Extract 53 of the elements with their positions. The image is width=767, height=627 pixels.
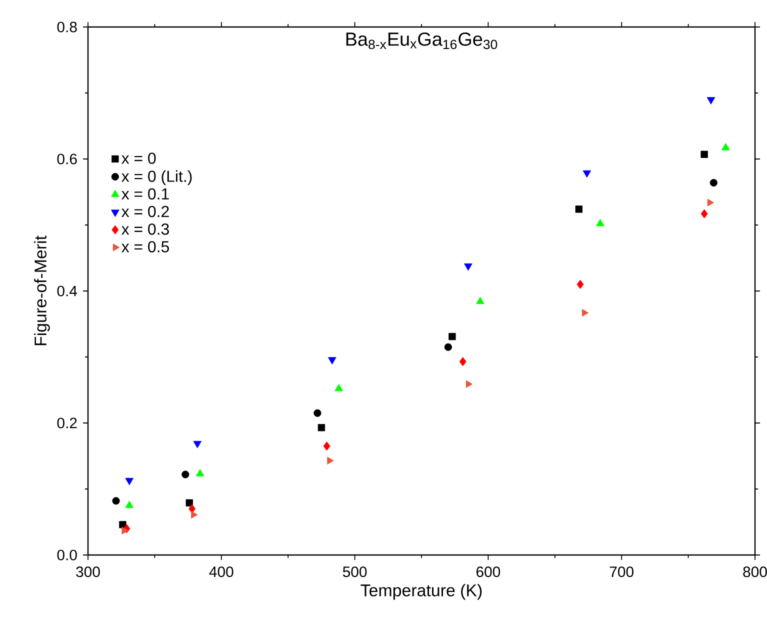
point <box>323 442 330 451</box>
point <box>710 178 718 187</box>
y-tick-label: 0.8 <box>57 22 77 32</box>
point <box>327 456 334 464</box>
x-tick-label: 700 <box>610 566 634 578</box>
x-tick-label: 300 <box>76 566 100 578</box>
x-tick-label: 400 <box>209 566 234 578</box>
legend-label: x = 0 <box>122 152 156 164</box>
y-tick-label: 0.2 <box>57 418 77 428</box>
point <box>196 469 204 476</box>
point <box>193 440 202 448</box>
legend-label: x = 0.2 <box>122 206 169 218</box>
y-tick-label: 0.0 <box>57 550 77 560</box>
point <box>122 526 128 534</box>
legend-label: x = 0 (Lit.) <box>122 170 192 186</box>
x-tick-label: 600 <box>476 566 500 578</box>
y-tick-label: 0.6 <box>57 154 77 164</box>
point <box>444 343 452 351</box>
legend-label: x = 0.3 <box>122 223 169 235</box>
point <box>328 357 336 364</box>
point <box>582 308 589 317</box>
point <box>188 504 196 514</box>
point <box>706 97 716 104</box>
point <box>334 384 343 392</box>
point <box>318 424 326 432</box>
point <box>466 380 473 388</box>
point <box>476 296 484 304</box>
point <box>112 497 120 505</box>
point <box>700 150 708 158</box>
point <box>575 206 582 213</box>
point <box>707 198 714 206</box>
point <box>459 357 466 366</box>
point <box>721 143 730 150</box>
point <box>596 218 604 226</box>
y-axis-title: Figure-of-Merit <box>34 236 50 346</box>
point <box>182 470 190 478</box>
point <box>125 500 134 508</box>
point <box>448 332 456 340</box>
point <box>186 499 193 506</box>
x-axis-title: Temperature (K) <box>360 584 482 600</box>
point <box>464 263 472 271</box>
x-tick-label: 800 <box>743 566 767 578</box>
legend-label: x = 0.5 <box>122 241 169 252</box>
point <box>125 478 134 486</box>
chart-title: Ba$_{8-x}$Eu$_{x}$Ga$_{16}$Ge$_{30}$ <box>346 32 498 50</box>
point <box>314 409 322 417</box>
x-tick-label: 500 <box>342 566 367 578</box>
y-tick-label: 0.4 <box>57 286 78 296</box>
legend-label: x = 0.1 <box>122 188 169 200</box>
point <box>700 209 708 218</box>
point <box>582 170 592 178</box>
point <box>191 510 198 519</box>
point <box>576 280 584 289</box>
